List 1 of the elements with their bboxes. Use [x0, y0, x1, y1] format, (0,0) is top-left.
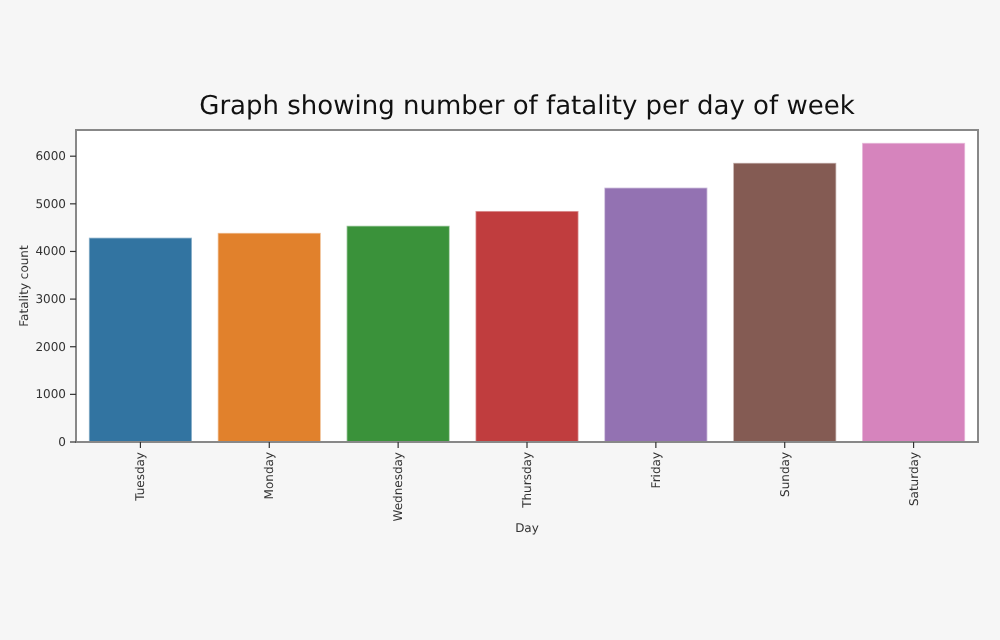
chart-title: Graph showing number of fatality per day of week — [199, 92, 856, 122]
